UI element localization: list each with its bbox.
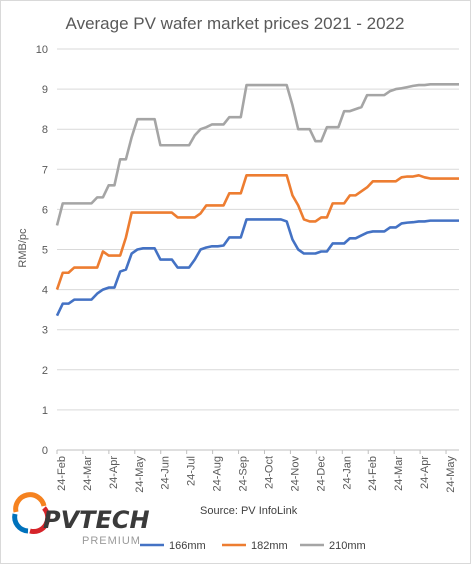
series-line-182mm xyxy=(55,174,459,291)
y-tick-label: 1 xyxy=(42,405,48,417)
legend: 166mm 182mm 210mm xyxy=(140,540,366,552)
y-tick-label: 5 xyxy=(42,245,48,257)
y-tick-labels: 0 1 2 3 4 5 6 7 8 9 10 xyxy=(36,44,48,457)
x-tick-label: 24-Feb xyxy=(56,456,68,491)
x-tick-labels: 24-Feb 24-Mar 24-Apr 24-May 24-Jun 24-Jul 24-A… xyxy=(56,450,457,493)
series-line-166mm xyxy=(55,218,459,317)
series-lines xyxy=(55,82,459,317)
x-tick-label: 24-Sep xyxy=(238,456,250,491)
y-tick-label: 4 xyxy=(42,285,48,297)
y-tick-label: 0 xyxy=(42,445,48,457)
legend-label-210mm: 210mm xyxy=(329,540,366,552)
y-tick-label: 9 xyxy=(42,84,48,96)
y-tick-label: 10 xyxy=(36,44,48,56)
logo-sub-text: PREMIUM xyxy=(82,535,141,547)
source-note: Source: PV InfoLink xyxy=(200,505,298,517)
y-tick-label: 3 xyxy=(42,325,48,337)
legend-label-182mm: 182mm xyxy=(251,540,288,552)
x-tick-label: 24-Apr xyxy=(419,456,431,489)
y-tick-label: 7 xyxy=(42,164,48,176)
x-tick-label: 24-Feb xyxy=(367,456,379,491)
y-axis-title: RMB/pc xyxy=(17,228,29,268)
y-tick-label: 2 xyxy=(42,365,48,377)
x-tick-label: 24-May xyxy=(445,456,457,493)
x-tick-label: 24-Nov xyxy=(289,456,301,492)
x-tick-label: 24-May xyxy=(134,456,146,493)
x-tick-label: 24-Jan xyxy=(341,456,353,490)
x-tick-label: 24-Oct xyxy=(263,456,275,489)
x-tick-label: 24-Apr xyxy=(108,456,120,489)
pv-tech-logo: PVTECH PREMIUM xyxy=(12,492,150,547)
series-line-210mm xyxy=(55,82,459,226)
x-tick-label: 24-Dec xyxy=(315,456,327,492)
x-tick-label: 24-Jul xyxy=(186,456,198,486)
gridlines xyxy=(57,48,459,411)
legend-label-166mm: 166mm xyxy=(169,540,206,552)
chart-title: Average PV wafer market prices 2021 - 20… xyxy=(66,14,405,33)
x-tick-label: 24-Mar xyxy=(82,456,94,491)
logo-main-text: PVTECH xyxy=(43,506,150,534)
y-tick-label: 6 xyxy=(42,204,48,216)
y-tick-label: 8 xyxy=(42,124,48,136)
x-tick-label: 24-Jun xyxy=(160,456,172,490)
x-tick-label: 24-Mar xyxy=(393,456,405,491)
logo-ring-icon xyxy=(12,492,51,534)
x-tick-label: 24-Aug xyxy=(212,456,224,491)
